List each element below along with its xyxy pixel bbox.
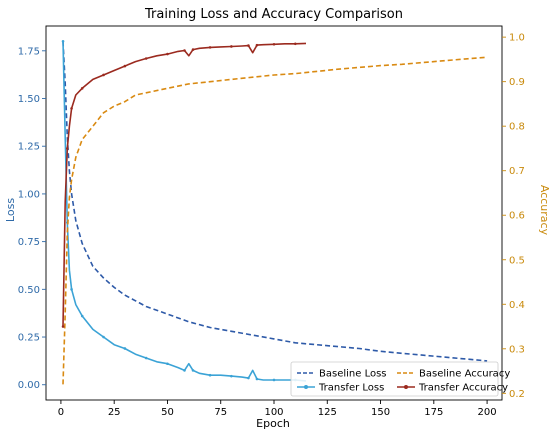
legend-label: Transfer Accuracy [418,383,508,394]
series-point [294,42,297,46]
y-right-tick-label: 0.8 [509,122,525,133]
series-point [247,376,250,380]
y-left-tick-label: 0.00 [18,380,40,391]
y-left-tick-label: 0.50 [18,285,40,296]
series-point [230,45,233,48]
series-point [144,356,148,360]
series-point [144,57,148,60]
y-right-tick-label: 0.3 [509,344,525,355]
legend-label: Transfer Loss [318,383,384,394]
series-point [255,377,259,381]
series-point [70,288,73,291]
x-tick-label: 150 [371,407,390,418]
series-line-baseline-accuracy [62,56,488,385]
y-right-tick-label: 0.7 [509,166,525,177]
legend-label: Baseline Accuracy [419,369,510,380]
series-point [70,107,73,110]
x-tick-label: 50 [161,407,174,418]
x-tick-label: 200 [478,407,497,418]
y-left-tick-label: 1.00 [18,189,40,200]
series-point [80,314,84,318]
series-line-transfer-accuracy [62,42,307,327]
legend-box [290,361,499,397]
series-point [272,378,276,382]
series-point [66,147,69,150]
series-line-transfer-loss [62,41,307,382]
y-left-tick-label: 1.25 [18,142,40,153]
y-axis-label-right: Accuracy [538,185,550,236]
legend: Baseline Loss Baseline Accuracy Transfer L… [290,361,510,397]
series-point [166,362,169,366]
y-left-tick-label: 0.25 [18,333,40,344]
series-point [272,42,276,46]
y-right-tick-label: 1.0 [509,33,525,44]
series-point [102,73,105,77]
series-lines [61,39,488,385]
x-tick-label: 75 [214,407,227,418]
series-point [183,49,186,52]
plot-area: 0 25 50 75 100 125 150 175 200 0.00 0.25 0.50 0.75 1.… [18,25,525,418]
series-point [208,46,212,49]
x-tick-label: 175 [424,407,443,418]
y-left-tick-label: 1.50 [18,94,40,105]
y-right-tick-label: 0.9 [509,77,525,88]
series-point [183,369,186,372]
legend-label: Baseline Loss [319,369,387,380]
x-tick-label: 125 [318,407,337,418]
series-point [61,325,65,328]
y-right-tick-label: 0.4 [509,300,525,311]
y-left-tick-label: 0.75 [18,237,40,248]
series-point [80,87,84,90]
series-point [166,52,169,56]
x-tick-label: 25 [108,407,121,418]
x-tick-label: 100 [264,407,283,418]
series-point [123,347,127,350]
series-point [255,43,259,47]
y-left-tick-label: 1.75 [18,46,40,57]
y-axis-label-left: Loss [4,198,17,222]
series-point [191,369,195,372]
series-point [102,335,105,339]
chart-title: Training Loss and Accuracy Comparison [144,7,403,22]
y-right-tick-label: 0.5 [509,255,525,266]
series-point [208,373,212,377]
series-point [191,48,195,51]
x-tick-label: 0 [58,407,64,418]
series-line-baseline-loss [62,41,488,362]
series-point [123,64,127,68]
x-axis-label: Epoch [256,417,290,430]
series-point [61,39,65,43]
y-right-tick-label: 0.2 [509,389,525,400]
y-right-tick-label: 0.6 [509,211,525,222]
series-point [230,374,233,378]
legend-marker [404,385,408,389]
legend-marker [304,385,308,389]
series-point [247,44,250,47]
